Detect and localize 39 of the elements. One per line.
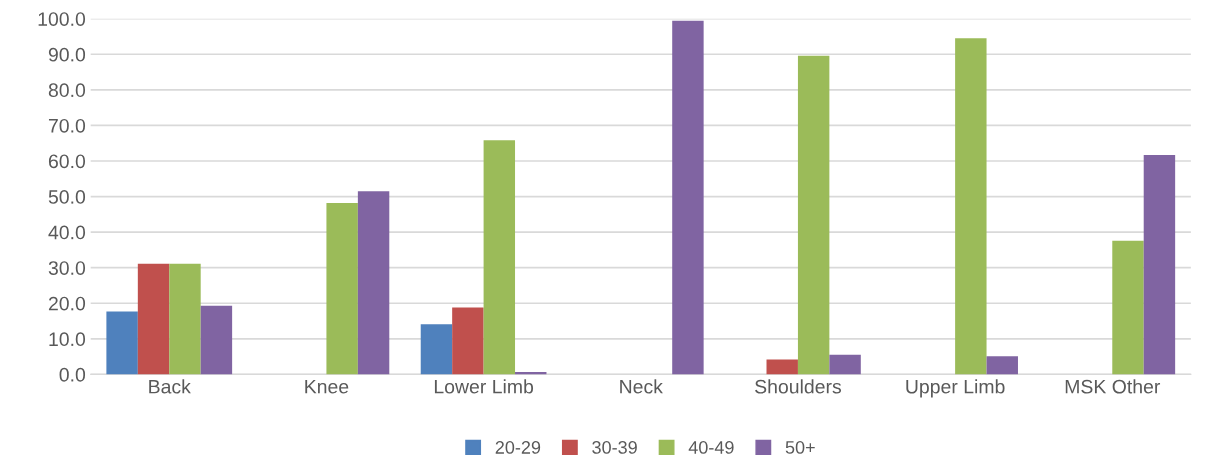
y-tick-label: 100.0 [38,12,86,26]
x-tick-label: Knee [305,379,349,394]
x-tick-label: Back [149,379,191,394]
legend-label: 50+ [785,441,815,454]
y-tick-label: 70.0 [48,118,86,133]
bar [357,191,390,375]
y-tick-label: 20.0 [48,296,86,311]
bar [200,305,233,375]
bar [452,307,484,375]
legend-label: 20-29 [495,441,541,454]
legend-label: 30-39 [592,441,637,454]
x-tick-label: Upper Limb [906,379,1005,398]
bar [326,202,358,375]
bar [483,140,516,375]
bar [766,359,798,375]
y-tick-label: 0.0 [59,367,86,382]
y-tick-label: 90.0 [48,47,86,62]
x-tick-label: Shoulders [755,379,842,394]
bar [137,263,170,375]
y-tick-label: 50.0 [48,190,86,204]
bar [829,354,861,375]
bar [955,38,987,375]
legend-label: 40-49 [688,441,734,454]
bar [986,356,1018,375]
x-tick-label: MSK Other [1065,379,1161,394]
bar [106,311,138,375]
x-tick-label: Neck [620,379,663,394]
y-tick-label: 60.0 [48,154,86,169]
x-tick-label: Lower Limb [434,379,534,394]
y-tick-label: 40.0 [48,225,86,240]
bar [1143,154,1176,375]
bar [169,263,201,375]
bar [420,324,453,375]
y-tick-label: 80.0 [48,83,86,98]
bar [672,20,704,375]
bar [1112,240,1144,375]
bar [797,55,830,375]
y-tick-label: 30.0 [48,261,86,275]
y-tick-label: 10.0 [49,332,86,347]
